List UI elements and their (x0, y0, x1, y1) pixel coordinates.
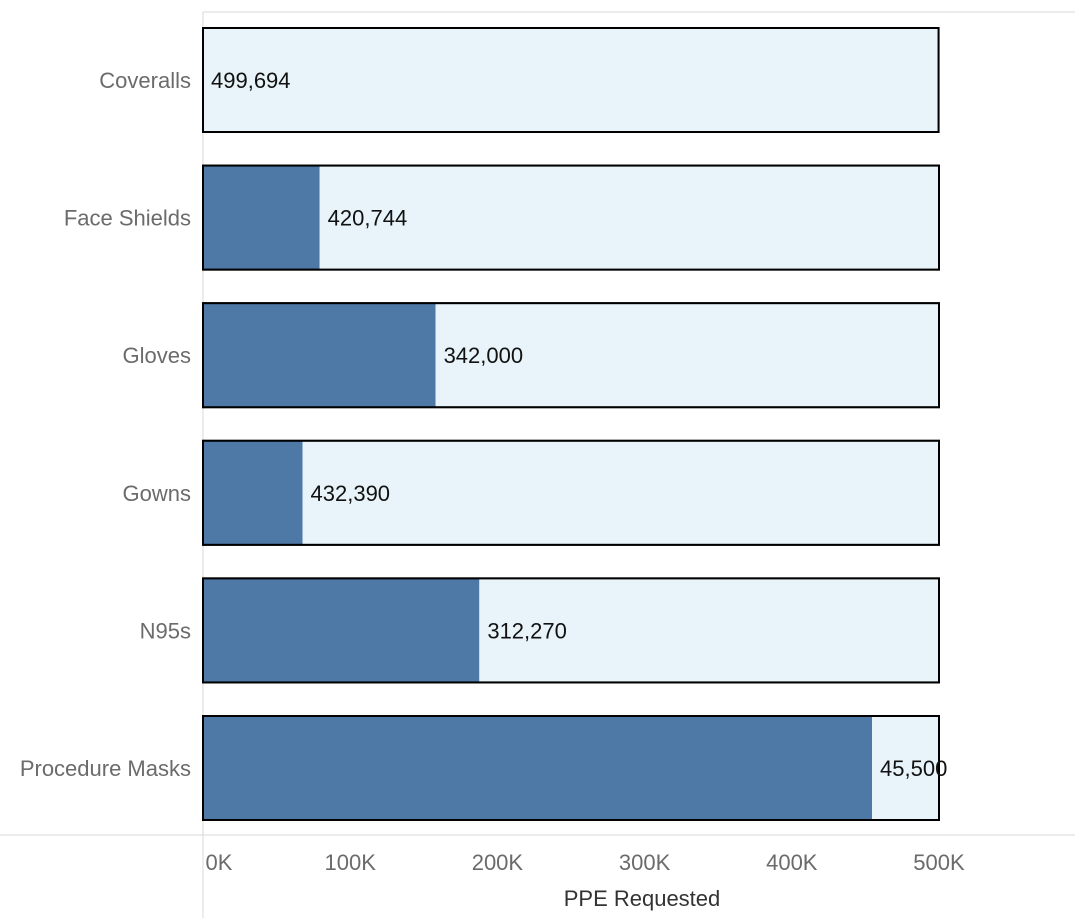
bar-segment-series-2 (319, 165, 940, 270)
category-labels: Coveralls Face Shields Gloves Gowns N95s Proc… (20, 68, 191, 781)
x-tick-label: 0K (206, 850, 233, 875)
data-label: 432,390 (311, 481, 391, 506)
bar-segment-series-1 (203, 716, 873, 820)
bar-border (202, 27, 940, 133)
bar-segment-series-1 (203, 578, 480, 683)
x-axis-title: PPE Requested (564, 886, 721, 911)
category-label: Gowns (123, 481, 191, 506)
x-axis-ticks: 0K 100K 200K 300K 400K 500K (206, 850, 965, 875)
bar-segment-series-2 (302, 440, 939, 545)
bar-border (202, 164, 940, 271)
x-tick-label: 500K (913, 850, 965, 875)
bar-border (202, 439, 940, 546)
x-tick-label: 100K (325, 850, 377, 875)
bar-border (202, 577, 940, 684)
category-label: Procedure Masks (20, 756, 191, 781)
category-label: Face Shields (64, 206, 191, 231)
data-label: 342,000 (444, 343, 524, 368)
bar-segment-series-1 (203, 303, 436, 408)
data-label: 420,744 (328, 206, 408, 231)
data-labels: 499,694 420,744 342,000 432,390 312,270 45,50… (211, 68, 947, 781)
bar-segment-series-1 (203, 165, 320, 270)
x-tick-label: 200K (472, 850, 524, 875)
bar-segment-series-2 (203, 28, 939, 132)
bar-segment-series-2 (872, 716, 939, 820)
data-label: 45,500 (880, 756, 947, 781)
x-tick-label: 300K (619, 850, 671, 875)
data-label: 499,694 (211, 68, 291, 93)
category-label: N95s (140, 618, 191, 643)
bar-segment-series-2 (435, 303, 939, 408)
data-label: 312,270 (487, 618, 567, 643)
category-label: Coveralls (99, 68, 191, 93)
bar-segment-series-2 (479, 578, 939, 683)
category-label: Gloves (123, 343, 191, 368)
bar-segment-series-1 (203, 440, 303, 545)
bar-border (202, 302, 940, 409)
bar-border (202, 715, 940, 821)
x-tick-label: 400K (766, 850, 818, 875)
bars-group (202, 27, 940, 821)
